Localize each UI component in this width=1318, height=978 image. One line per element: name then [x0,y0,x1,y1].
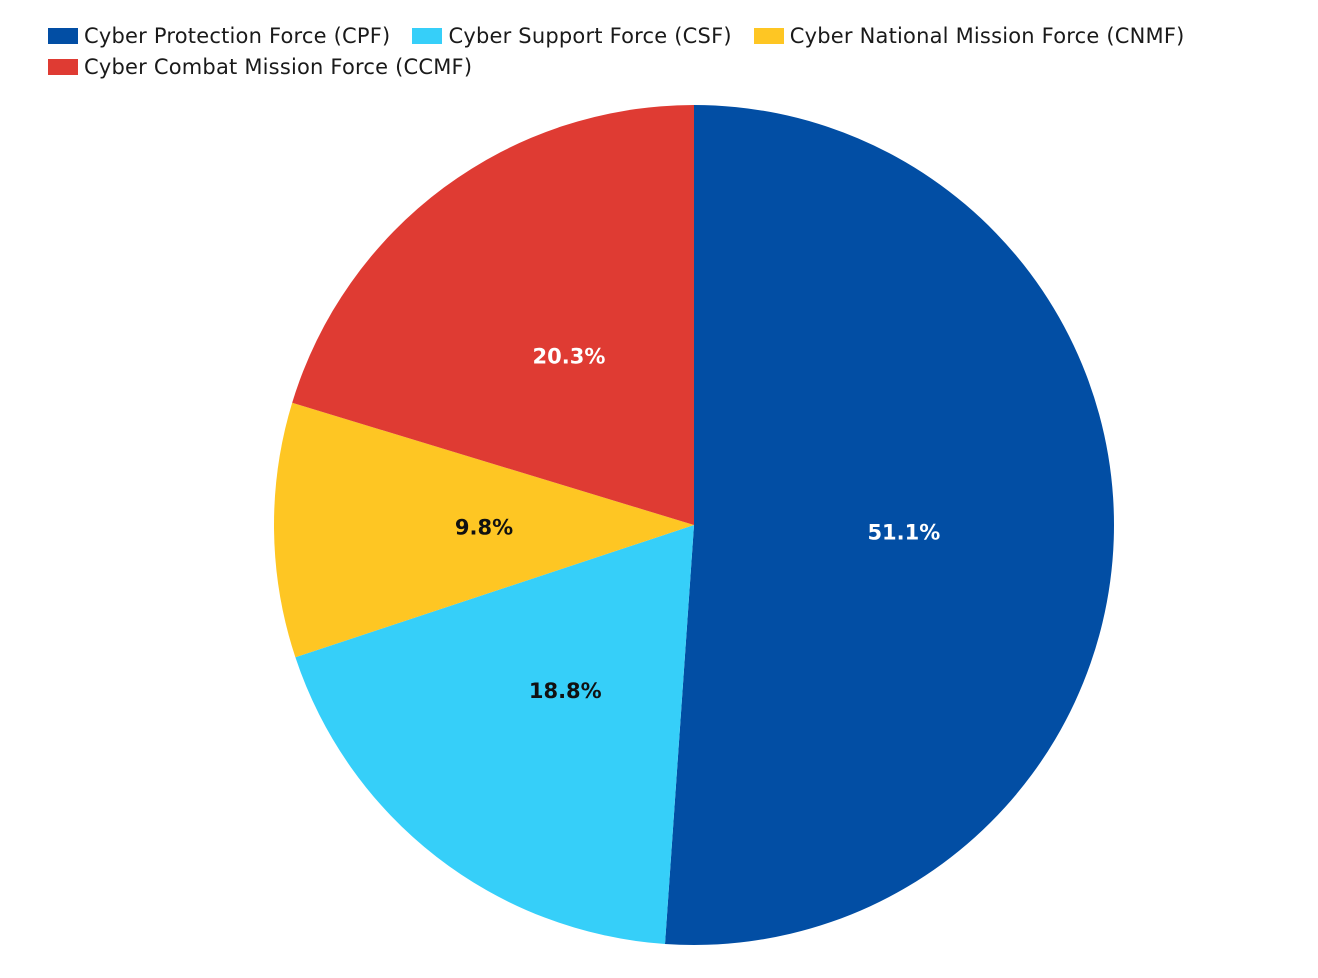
legend-item-csf: Cyber Support Force (CSF) [412,23,732,48]
pie-slice-cpf [664,105,1115,946]
pie-slice-ccmf [292,105,694,525]
legend: Cyber Protection Force (CPF) Cyber Suppo… [48,20,1298,82]
legend-label-cnmf: Cyber National Mission Force (CNMF) [789,23,1185,48]
legend-item-ccmf: Cyber Combat Mission Force (CCMF) [48,55,472,79]
slice-label-cpf: 51.1% [867,520,940,544]
legend-label-csf: Cyber Support Force (CSF) [448,23,732,48]
slice-label-csf: 18.8% [529,679,602,703]
pie-slice-cnmf [274,402,694,658]
slice-label-ccmf: 20.3% [533,344,606,368]
legend-swatch-ccmf [48,58,78,75]
legend-label-cpf: Cyber Protection Force (CPF) [84,23,391,48]
legend-swatch-cnmf [753,27,784,44]
legend-label-ccmf: Cyber Combat Mission Force (CCMF) [84,54,473,79]
slice-label-cnmf: 9.8% [455,516,513,540]
legend-row-2: Cyber Combat Mission Force (CCMF) [48,51,1298,82]
legend-item-cpf: Cyber Protection Force (CPF) [48,24,390,48]
legend-swatch-cpf [48,27,78,44]
legend-swatch-csf [412,27,443,44]
pie-slice-csf [295,525,694,944]
legend-row-1: Cyber Protection Force (CPF) Cyber Suppo… [48,20,1298,51]
legend-item-cnmf: Cyber National Mission Force (CNMF) [753,23,1185,48]
